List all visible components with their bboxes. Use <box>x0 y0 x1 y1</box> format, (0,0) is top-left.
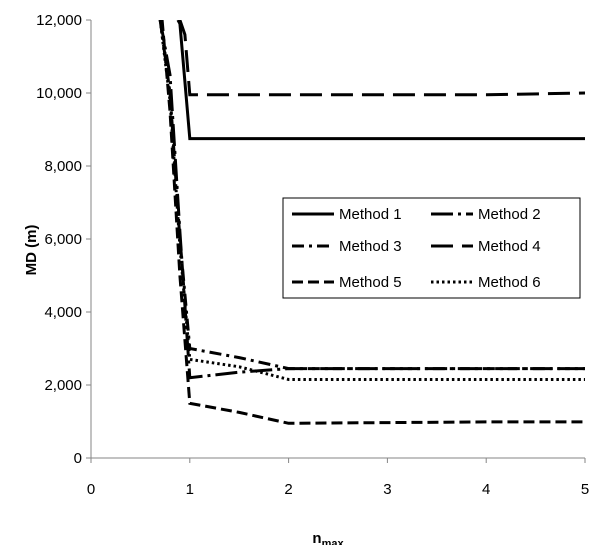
y-tick-label: 12,000 <box>36 12 82 29</box>
legend-label-method-5: Method 5 <box>339 274 402 291</box>
legend-label-method-6: Method 6 <box>478 274 541 291</box>
axes: 0 2,000 4,000 6,000 8,000 10,000 12,000 0 1 2 3 4 5 <box>36 12 589 498</box>
x-tick-label: 0 <box>87 481 95 498</box>
x-tick-label: 1 <box>186 481 194 498</box>
series-line-method-6 <box>158 20 585 381</box>
x-tick-label: 2 <box>284 481 292 498</box>
y-tick-label: 4,000 <box>44 304 82 321</box>
series-layer <box>158 20 585 425</box>
legend-label-method-1: Method 1 <box>339 206 402 223</box>
x-axis-title-main: n <box>312 530 321 545</box>
legend-label-method-3: Method 3 <box>339 238 402 255</box>
legend-label-method-4: Method 4 <box>478 238 541 255</box>
x-tick-label: 5 <box>581 481 589 498</box>
legend: Method 1 Method 2 Method 3 Method 4 Method 5… <box>282 197 581 299</box>
x-axis-title-subscript: max <box>322 538 345 545</box>
legend-label-method-2: Method 2 <box>478 206 541 223</box>
y-tick-label: 10,000 <box>36 85 82 102</box>
x-axis-title: nmax <box>312 530 344 545</box>
series-line-method-3 <box>158 20 585 371</box>
series-line-method-5 <box>160 20 585 425</box>
y-axis-title: MD (m) <box>23 225 40 276</box>
y-tick-label: 6,000 <box>44 231 82 248</box>
x-tick-label: 3 <box>383 481 391 498</box>
x-tick-label: 4 <box>482 481 490 498</box>
y-tick-label: 0 <box>74 450 82 467</box>
y-tick-label: 2,000 <box>44 377 82 394</box>
y-tick-label: 8,000 <box>44 158 82 175</box>
series-line-method-4 <box>178 20 585 97</box>
